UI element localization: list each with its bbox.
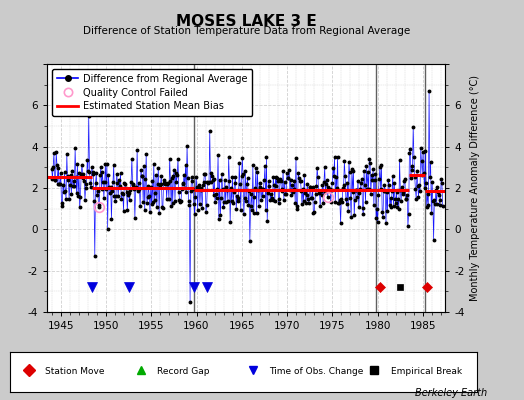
Legend: Difference from Regional Average, Quality Control Failed, Estimated Station Mean: Difference from Regional Average, Qualit…: [52, 69, 253, 116]
Text: Station Move: Station Move: [46, 368, 105, 376]
Text: MOSES LAKE 3 E: MOSES LAKE 3 E: [176, 14, 316, 29]
Text: Empirical Break: Empirical Break: [390, 368, 462, 376]
Y-axis label: Monthly Temperature Anomaly Difference (°C): Monthly Temperature Anomaly Difference (…: [471, 75, 481, 301]
Text: Berkeley Earth: Berkeley Earth: [415, 388, 487, 398]
Text: Difference of Station Temperature Data from Regional Average: Difference of Station Temperature Data f…: [83, 26, 410, 36]
Text: Time of Obs. Change: Time of Obs. Change: [269, 368, 364, 376]
Text: Record Gap: Record Gap: [157, 368, 210, 376]
